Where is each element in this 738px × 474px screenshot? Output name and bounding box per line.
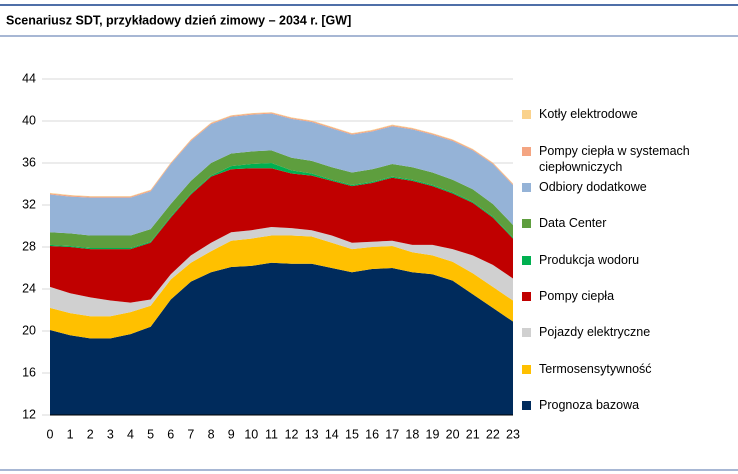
area <box>50 227 513 317</box>
y-tick-label: 28 <box>22 239 36 253</box>
legend-swatch <box>522 256 531 265</box>
legend-item: Pojazdy elektryczne <box>522 324 719 340</box>
legend-label: Prognoza bazowa <box>539 398 640 412</box>
legend-label: Pompy ciepła <box>539 289 615 303</box>
x-tick-label: 18 <box>405 427 419 441</box>
legend-item: Pompy ciepła w systemach ciepłowniczych <box>522 143 719 175</box>
legend-item: Data Center <box>522 215 719 231</box>
x-tick-label: 3 <box>107 427 114 441</box>
area <box>50 235 513 339</box>
x-tick-label: 8 <box>208 427 215 441</box>
area <box>50 262 513 415</box>
x-tick-label: 4 <box>127 427 134 441</box>
x-tick-label: 20 <box>446 427 460 441</box>
y-tick-label: 44 <box>22 71 36 85</box>
legend-label: Pompy ciepła w systemach ciepłowniczych <box>539 144 690 174</box>
legend-item: Prognoza bazowa <box>522 397 719 413</box>
x-tick-label: 15 <box>345 427 359 441</box>
y-tick-label: 36 <box>22 155 36 169</box>
y-tick-label: 32 <box>22 197 36 211</box>
x-tick-label: 23 <box>506 427 520 441</box>
x-tick-label: 14 <box>325 427 339 441</box>
x-tick-label: 11 <box>265 427 278 441</box>
legend-swatch <box>522 147 531 156</box>
x-tick-label: 2 <box>87 427 94 441</box>
legend-swatch <box>522 328 531 337</box>
legend-label: Odbiory dodatkowe <box>539 180 647 194</box>
legend-label: Data Center <box>539 216 607 230</box>
legend-item: Odbiory dodatkowe <box>522 179 719 195</box>
y-tick-label: 12 <box>22 407 36 421</box>
x-tick-label: 10 <box>244 427 258 441</box>
area <box>50 113 513 236</box>
x-tick-label: 19 <box>426 427 440 441</box>
y-tick-label: 20 <box>22 323 36 337</box>
legend-item: Produkcja wodoru <box>522 252 719 268</box>
x-tick-label: 9 <box>228 427 235 441</box>
x-tick-label: 21 <box>466 427 480 441</box>
legend-swatch <box>522 219 531 228</box>
legend-swatch <box>522 365 531 374</box>
x-tick-label: 13 <box>305 427 319 441</box>
legend-item: Kotły elektrodowe <box>522 106 719 122</box>
legend-label: Termosensytywność <box>539 362 652 376</box>
x-tick-label: 5 <box>147 427 154 441</box>
legend-item: Pompy ciepła <box>522 288 719 304</box>
legend-label: Pojazdy elektryczne <box>539 325 651 339</box>
y-tick-label: 24 <box>22 281 36 295</box>
x-tick-label: 16 <box>365 427 379 441</box>
x-tick-label: 12 <box>285 427 299 441</box>
x-tick-label: 0 <box>47 427 54 441</box>
x-tick-label: 1 <box>67 427 74 441</box>
y-tick-label: 40 <box>22 113 36 127</box>
legend-swatch <box>522 110 531 119</box>
area <box>50 168 513 303</box>
legend-item: Termosensytywność <box>522 361 719 377</box>
y-tick-label: 16 <box>22 365 36 379</box>
legend-swatch <box>522 401 531 410</box>
legend-label: Produkcja wodoru <box>539 253 640 267</box>
x-tick-label: 6 <box>167 427 174 441</box>
x-tick-label: 17 <box>385 427 399 441</box>
legend-swatch <box>522 183 531 192</box>
chart-title: Scenariusz SDT, przykładowy dzień zimowy… <box>6 13 351 27</box>
legend-swatch <box>522 292 531 301</box>
x-tick-label: 22 <box>486 427 500 441</box>
x-tick-label: 7 <box>187 427 194 441</box>
area <box>50 150 513 249</box>
legend-label: Kotły elektrodowe <box>539 107 638 121</box>
